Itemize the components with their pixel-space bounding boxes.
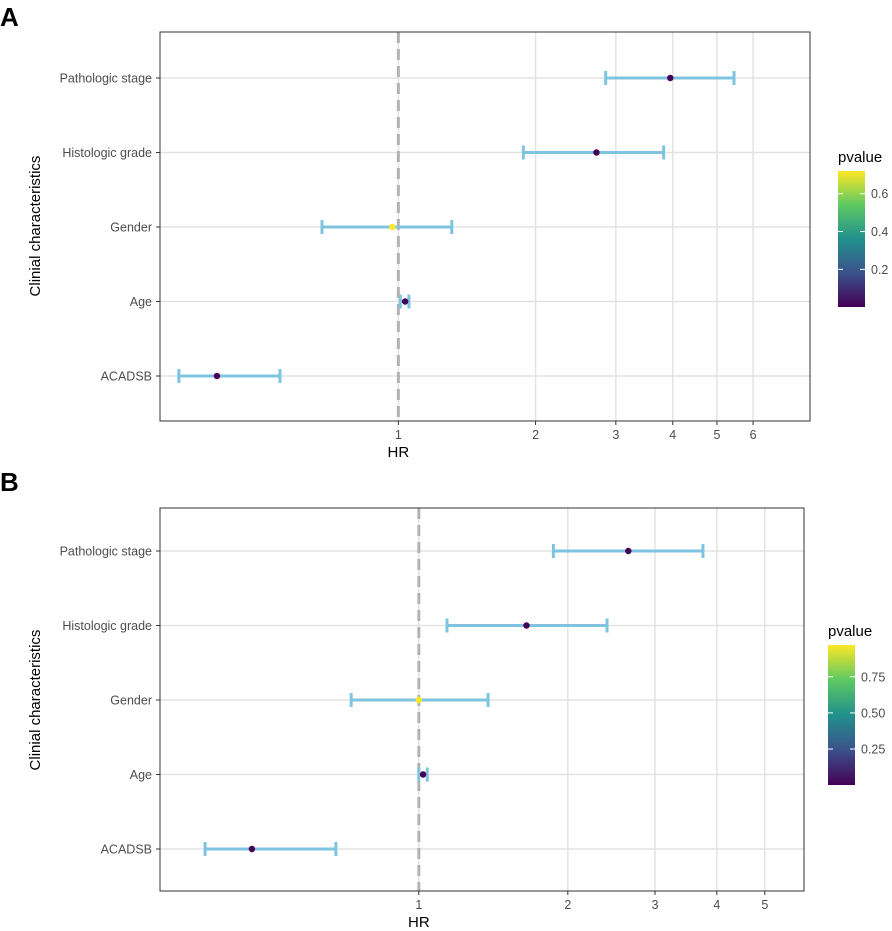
panel-b-hr-point-4 <box>248 845 256 853</box>
panel-a-legend-colorbar <box>838 171 865 307</box>
panel-a-x-axis-title: HR <box>388 444 410 461</box>
panel-a-x-tick-label-1: 1 <box>395 428 402 442</box>
panel-a-hr-point-3 <box>401 298 409 305</box>
panel-b-y-tick-label-0: Pathologic stage <box>60 545 152 559</box>
panel-b-x-tick-label-1: 1 <box>415 898 422 912</box>
panel-b-legend-title: pvalue <box>828 623 872 640</box>
panel-b-y-tick-label-2: Gender <box>110 694 152 708</box>
panel-a-x-tick-label-6: 6 <box>750 428 757 442</box>
panel-a-y-axis-title: Clinial characteristics <box>27 156 44 297</box>
panel-b-legend-label-0: 0.25 <box>861 743 885 757</box>
panel-b-legend-label-1: 0.50 <box>861 706 885 720</box>
panel-b-hr-point-0 <box>625 547 632 555</box>
panel-b-letter: B <box>0 467 19 497</box>
panel-a-x-tick-label-5: 5 <box>713 428 720 442</box>
panel-b-x-tick-label-5: 5 <box>761 898 768 912</box>
panel-a-x-tick-label-2: 2 <box>532 428 539 442</box>
panel-b-legend-label-2: 0.75 <box>861 670 885 684</box>
panel-b-y-tick-label-1: Histologic grade <box>62 619 152 633</box>
panel-a-y-tick-label-3: Age <box>130 295 152 309</box>
panel-b-y-tick-label-3: Age <box>130 768 152 782</box>
panel-a-hr-point-4 <box>213 372 221 380</box>
panel-a-legend-label-0: 0.2 <box>871 263 888 277</box>
panel-b-y-tick-label-4: ACADSB <box>101 843 152 857</box>
panel-a-legend-label-1: 0.4 <box>871 225 888 239</box>
panel-b-y-axis-title: Clinial characteristics <box>27 630 44 771</box>
panel-b-hr-point-3 <box>419 771 427 778</box>
panel-a-legend-title: pvalue <box>838 149 882 166</box>
panel-b-x-tick-label-4: 4 <box>713 898 720 912</box>
panel-b-hr-point-1 <box>523 622 530 629</box>
panel-a-hr-point-0 <box>667 74 674 82</box>
panel-b-x-tick-label-2: 2 <box>564 898 571 912</box>
panel-a-hr-point-1 <box>593 149 600 156</box>
panel-a-letter: A <box>0 2 19 32</box>
panel-a-legend-label-2: 0.6 <box>871 187 888 201</box>
panel-a-y-tick-label-0: Pathologic stage <box>60 72 152 86</box>
panel-b-legend-colorbar <box>828 645 855 785</box>
panel-a-y-tick-label-1: Histologic grade <box>62 146 152 160</box>
panel-a-y-tick-label-4: ACADSB <box>101 370 152 384</box>
panel-b-hr-point-2 <box>415 696 423 704</box>
panel-a-x-tick-label-4: 4 <box>669 428 676 442</box>
panel-a-y-tick-label-2: Gender <box>110 221 152 235</box>
panel-a-x-tick-label-3: 3 <box>612 428 619 442</box>
panel-b-x-tick-label-3: 3 <box>652 898 659 912</box>
panel-a-hr-point-2 <box>389 223 396 231</box>
panel-b-x-axis-title: HR <box>408 914 430 931</box>
